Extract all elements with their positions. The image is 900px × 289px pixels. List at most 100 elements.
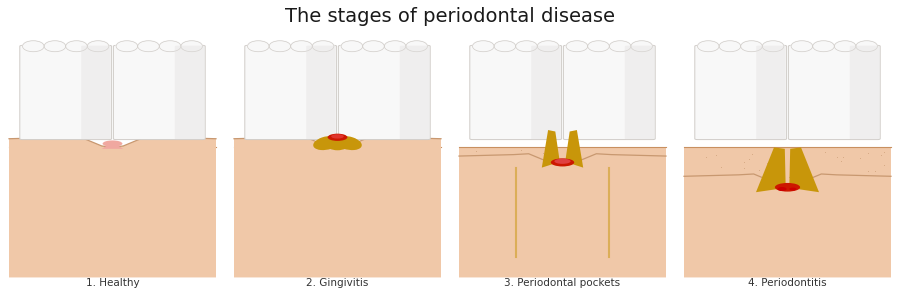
Point (773, 224, 788, 229)
FancyBboxPatch shape (850, 46, 879, 139)
Point (475, 186, 490, 190)
Point (142, 242, 157, 247)
Point (740, 224, 754, 229)
Point (407, 150, 421, 154)
Point (101, 247, 115, 251)
Point (244, 273, 258, 278)
Point (418, 157, 433, 162)
Point (757, 254, 771, 259)
Polygon shape (542, 130, 560, 168)
FancyBboxPatch shape (113, 45, 205, 140)
Point (720, 185, 734, 189)
Point (608, 227, 622, 232)
Point (395, 234, 410, 239)
Point (868, 169, 883, 174)
Point (764, 242, 778, 247)
Point (148, 223, 163, 227)
Point (585, 196, 599, 201)
Point (195, 205, 210, 210)
Point (683, 212, 698, 216)
Point (16, 203, 31, 208)
FancyBboxPatch shape (338, 45, 430, 140)
Point (91, 184, 105, 188)
Point (649, 186, 663, 190)
Point (389, 155, 403, 159)
Point (309, 248, 323, 253)
FancyBboxPatch shape (594, 157, 625, 262)
Point (474, 193, 489, 198)
Point (845, 230, 859, 235)
Point (69, 171, 84, 175)
Point (376, 164, 391, 169)
Point (112, 252, 127, 256)
Point (723, 246, 737, 250)
Point (409, 168, 423, 173)
Point (696, 205, 710, 209)
Point (602, 157, 616, 161)
Point (695, 255, 709, 260)
Ellipse shape (269, 41, 291, 52)
Point (159, 246, 174, 251)
Point (806, 208, 821, 212)
Ellipse shape (537, 41, 559, 52)
Point (330, 167, 345, 171)
Point (365, 158, 380, 162)
Polygon shape (684, 174, 891, 277)
Point (553, 179, 567, 184)
Point (401, 183, 416, 188)
Point (783, 175, 797, 180)
Point (303, 228, 318, 233)
Point (271, 267, 285, 271)
Point (649, 188, 663, 193)
Point (313, 197, 328, 201)
Point (108, 226, 122, 230)
Point (653, 155, 668, 160)
Point (76, 180, 90, 185)
Point (539, 230, 554, 234)
Point (413, 250, 428, 254)
Point (387, 150, 401, 154)
Point (684, 223, 698, 228)
Point (816, 190, 831, 195)
Point (248, 267, 262, 271)
Point (345, 153, 359, 158)
Point (12, 241, 26, 246)
Point (182, 210, 196, 214)
Point (169, 198, 184, 203)
Point (814, 247, 828, 251)
Point (527, 184, 542, 189)
Point (38, 206, 52, 211)
Point (653, 201, 668, 205)
Point (129, 255, 143, 260)
Point (549, 248, 563, 252)
Ellipse shape (116, 41, 138, 52)
Point (19, 152, 33, 157)
Point (853, 156, 868, 160)
Point (729, 256, 743, 260)
Point (789, 216, 804, 221)
Point (479, 160, 493, 164)
Point (861, 151, 876, 155)
Ellipse shape (384, 41, 406, 52)
Point (379, 266, 393, 271)
Point (514, 148, 528, 153)
Point (72, 259, 86, 264)
Polygon shape (756, 147, 786, 192)
Point (421, 212, 436, 216)
Point (616, 168, 631, 173)
Point (581, 160, 596, 165)
Point (159, 231, 174, 236)
Point (280, 161, 294, 165)
Point (545, 203, 560, 208)
Point (66, 173, 80, 178)
Point (718, 274, 733, 278)
Point (110, 253, 124, 257)
Point (612, 183, 626, 187)
Point (790, 235, 805, 240)
Point (618, 171, 633, 176)
Point (77, 180, 92, 185)
Ellipse shape (331, 134, 344, 138)
Point (543, 213, 557, 218)
Point (419, 149, 434, 154)
Point (404, 220, 419, 224)
